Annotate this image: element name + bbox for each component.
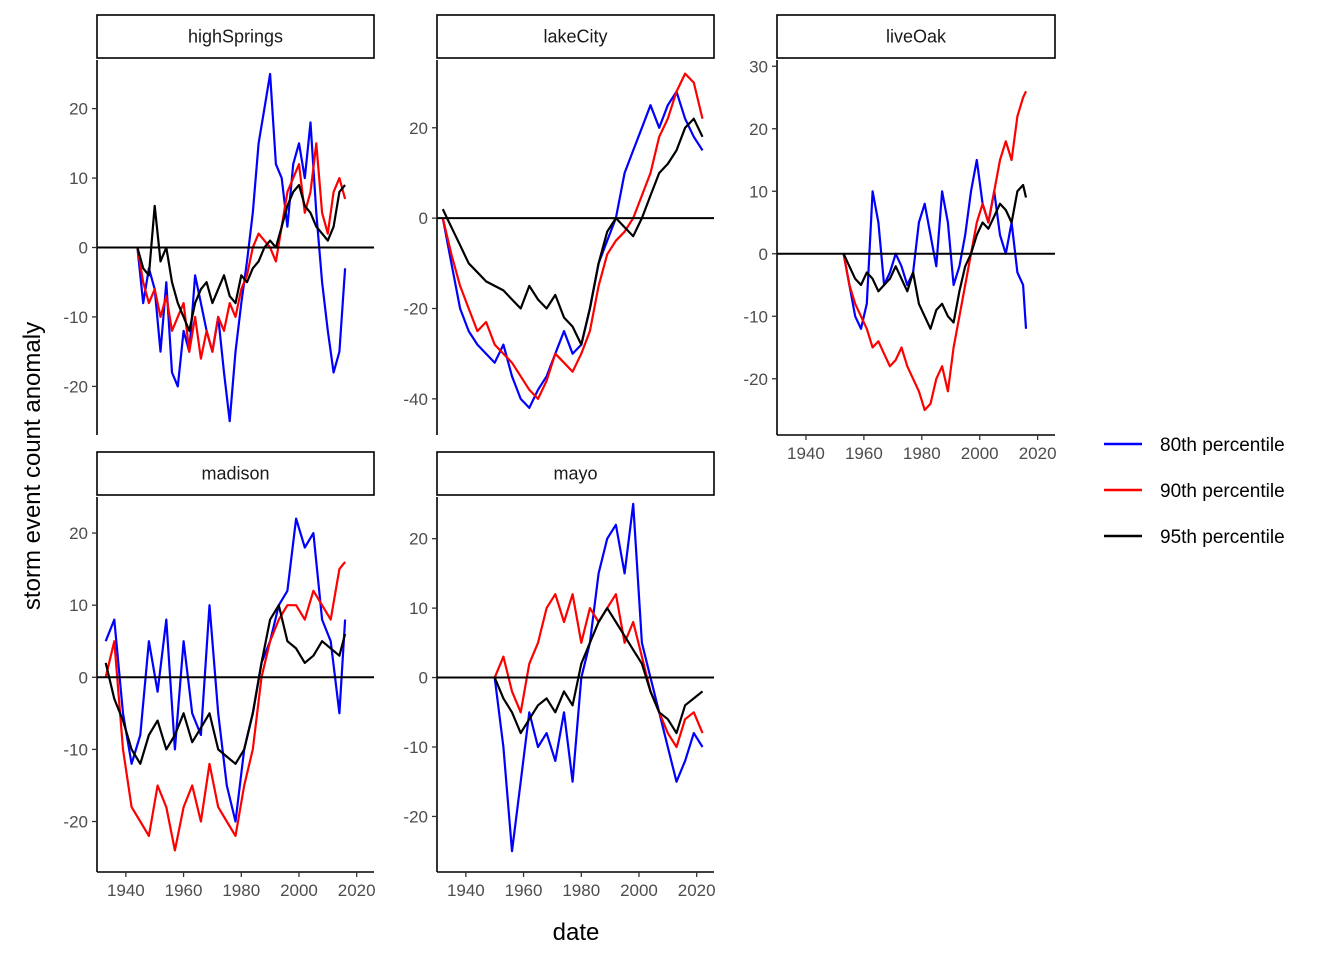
y-tick-label: -20 — [63, 377, 88, 396]
x-tick-label: 1980 — [562, 881, 600, 900]
y-tick-label: 30 — [749, 57, 768, 76]
facet-panel-mayo: mayo -20 -10 0 10 20 1940 1960 1980 2000 2020 — [403, 451, 716, 900]
y-tick-label: 20 — [409, 530, 428, 549]
x-tick-label: 1980 — [903, 444, 941, 463]
y-tick-label: 20 — [409, 119, 428, 138]
y-tick-label: 10 — [409, 599, 428, 618]
facet-strip — [436, 451, 715, 496]
x-tick-label: 2000 — [961, 444, 999, 463]
series-line — [493, 502, 704, 853]
legend-label: 90th percentile — [1160, 481, 1285, 502]
facet-strip — [776, 14, 1056, 59]
y-tick-label: -10 — [743, 307, 768, 326]
facet-panel-lakeCity: lakeCity -40 -20 0 20 — [403, 14, 715, 435]
legend-label: 80th percentile — [1160, 435, 1285, 456]
x-tick-label: 1940 — [107, 881, 145, 900]
legend-label: 95th percentile — [1160, 527, 1285, 548]
series-line — [842, 183, 1028, 330]
series-line — [441, 90, 704, 409]
series-line — [136, 72, 347, 423]
y-tick-label: -10 — [403, 738, 428, 757]
y-axis-title: storm event count anomaly — [19, 322, 46, 610]
y-tick-label: -20 — [63, 813, 88, 832]
x-tick-label: 2020 — [338, 881, 376, 900]
x-tick-label: 1960 — [165, 881, 203, 900]
y-tick-label: -10 — [63, 740, 88, 759]
y-tick-label: 20 — [69, 100, 88, 119]
series-line — [104, 517, 347, 823]
y-tick-label: -40 — [403, 390, 428, 409]
y-tick-label: 20 — [69, 524, 88, 543]
facet-strip-label: liveOak — [886, 27, 947, 47]
facet-strip-label: highSprings — [188, 27, 283, 47]
facet-panel-highSprings: highSprings -20 -10 0 10 20 — [63, 14, 375, 435]
facet-strip-label: madison — [201, 464, 269, 484]
x-axis-title: date — [553, 919, 600, 946]
y-tick-label: 10 — [69, 596, 88, 615]
legend: 80th percentile 90th percentile 95th perce… — [1104, 435, 1285, 548]
y-tick-label: 0 — [759, 245, 768, 264]
facet-strip-label: mayo — [553, 464, 597, 484]
y-tick-label: -20 — [743, 370, 768, 389]
facet-strip — [436, 14, 715, 59]
x-tick-label: 2000 — [280, 881, 318, 900]
y-tick-label: -10 — [63, 308, 88, 327]
facet-strip — [96, 14, 375, 59]
series-line — [104, 561, 346, 852]
facet-panel-madison: madison -20 -10 0 10 20 1940 1960 1980 2000 2020 — [63, 451, 376, 900]
x-tick-label: 1960 — [505, 881, 543, 900]
x-tick-label: 1960 — [845, 444, 883, 463]
y-tick-label: 0 — [419, 209, 428, 228]
series-line — [136, 142, 347, 360]
x-tick-label: 1980 — [222, 881, 260, 900]
series-line — [441, 117, 704, 346]
series-line — [441, 72, 704, 400]
y-tick-label: 0 — [419, 669, 428, 688]
y-tick-label: 0 — [79, 239, 88, 258]
y-tick-label: 0 — [79, 668, 88, 687]
facet-strip — [96, 451, 375, 496]
series-line — [493, 607, 704, 735]
y-tick-label: -20 — [403, 807, 428, 826]
series-line — [842, 158, 1028, 330]
facet-panel-liveOak: liveOak -20 -10 0 10 20 30 1940 1960 1980 2000 2020 — [743, 14, 1057, 463]
series-line — [842, 90, 1027, 412]
x-tick-label: 1940 — [447, 881, 485, 900]
x-tick-label: 2020 — [1019, 444, 1057, 463]
y-tick-label: 10 — [69, 169, 88, 188]
y-tick-label: 10 — [749, 182, 768, 201]
series-line — [104, 604, 347, 765]
x-tick-label: 2020 — [678, 881, 716, 900]
x-tick-label: 2000 — [620, 881, 658, 900]
y-tick-label: 20 — [749, 120, 768, 139]
series-line — [136, 183, 346, 332]
x-tick-label: 1940 — [787, 444, 825, 463]
y-tick-label: -20 — [403, 299, 428, 318]
facet-strip-label: lakeCity — [543, 27, 607, 47]
